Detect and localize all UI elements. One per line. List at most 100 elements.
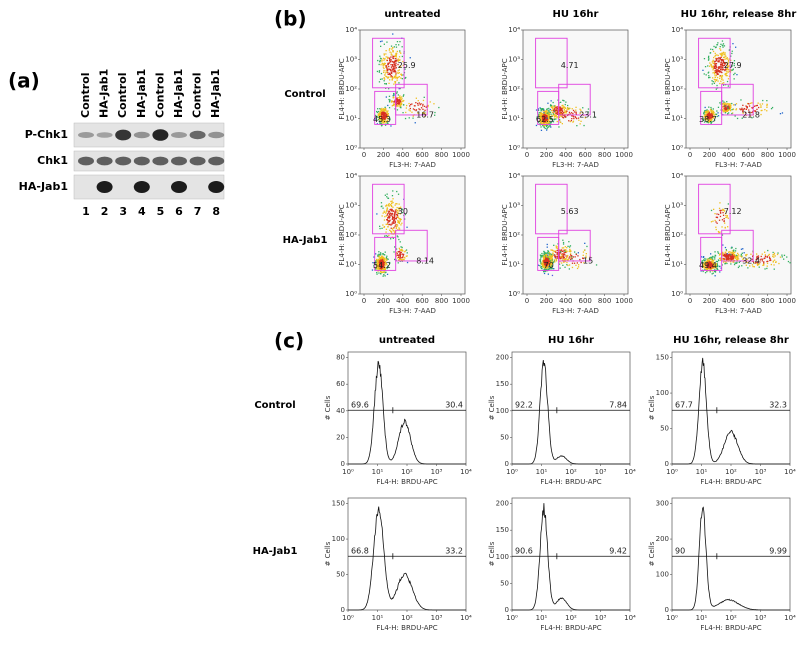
event-dot [548, 119, 550, 121]
event-dot [764, 251, 766, 253]
gate [698, 183, 731, 235]
event-dot [389, 79, 391, 81]
event-dot [551, 254, 553, 256]
event-dot [721, 253, 724, 256]
event-dot [392, 55, 394, 57]
event-dot [733, 78, 735, 80]
event-dot [551, 109, 553, 112]
event-dot [396, 76, 398, 79]
event-dot [732, 43, 734, 45]
event-dot [557, 108, 559, 110]
event-dot [560, 115, 562, 117]
event-dot [397, 63, 399, 66]
event-dot [398, 56, 401, 58]
event-dot [735, 262, 737, 264]
event-dot [556, 106, 558, 108]
event-dot [539, 114, 541, 116]
event-dot [714, 254, 716, 256]
event-dot [726, 254, 729, 256]
event-dot [402, 104, 405, 106]
event-dot [708, 267, 710, 269]
y-tick-label: 100 [496, 407, 509, 415]
event-dot [714, 251, 716, 253]
event-dot [708, 263, 710, 265]
event-dot [395, 52, 397, 55]
event-dot [711, 111, 713, 114]
event-dot [554, 110, 556, 112]
event-dot [557, 252, 559, 254]
event-dot [720, 49, 722, 51]
event-dot [766, 104, 768, 107]
event-dot [389, 118, 391, 120]
event-dot [711, 264, 713, 266]
event-dot [386, 264, 388, 266]
event-dot [786, 256, 788, 258]
x-tick-label: 10¹ [372, 468, 384, 476]
x-tick-label: 200 [540, 297, 553, 305]
event-dot [553, 268, 555, 270]
column-title: untreated [384, 9, 440, 20]
event-dot [393, 66, 395, 68]
event-dot [712, 255, 714, 258]
event-dot [712, 267, 714, 269]
event-dot [397, 105, 399, 107]
event-dot [383, 211, 385, 213]
event-dot [570, 112, 573, 114]
blot-band [78, 156, 94, 166]
event-dot [770, 108, 773, 110]
blot-band [208, 181, 225, 193]
event-dot [720, 60, 722, 62]
event-dot [714, 266, 717, 268]
event-dot [389, 74, 391, 76]
event-dot [559, 249, 561, 251]
marker-value: 92.2 [515, 401, 533, 410]
event-dot [710, 116, 713, 118]
event-dot [712, 50, 715, 53]
event-dot [717, 80, 719, 82]
event-dot [718, 67, 720, 69]
event-dot [719, 231, 721, 233]
event-dot [544, 265, 546, 267]
event-dot [740, 248, 743, 250]
event-dot [707, 113, 709, 115]
y-tick-label: 10⁰ [508, 144, 520, 152]
event-dot [390, 200, 392, 203]
event-dot [377, 59, 379, 62]
event-dot [752, 107, 754, 109]
event-dot [547, 126, 549, 129]
plot-frame [522, 175, 629, 295]
event-dot [545, 262, 547, 265]
event-dot [719, 46, 721, 48]
event-dot [380, 261, 382, 264]
event-dot [543, 250, 545, 253]
event-dot [725, 261, 727, 263]
event-dot [722, 109, 724, 112]
event-dot [398, 210, 400, 212]
event-dot [721, 59, 723, 61]
event-dot [713, 256, 715, 258]
event-dot [742, 112, 744, 114]
event-dot [721, 264, 723, 266]
event-dot [382, 260, 384, 262]
event-dot [379, 263, 381, 265]
event-dot [382, 115, 384, 117]
event-dot [562, 243, 565, 245]
event-dot [570, 258, 572, 260]
event-dot [552, 109, 554, 111]
event-dot [380, 116, 383, 118]
event-dot [380, 263, 382, 265]
event-dot [379, 109, 382, 111]
y-tick-label: 300 [656, 500, 669, 508]
event-dot [711, 83, 713, 85]
x-tick-label: 10⁰ [342, 468, 354, 476]
event-dot [540, 113, 543, 115]
blot-band [133, 181, 150, 193]
event-dot [399, 101, 401, 103]
event-dot [415, 97, 417, 99]
event-dot [715, 57, 717, 59]
event-dot [577, 266, 580, 268]
event-dot [394, 55, 396, 57]
event-dot [398, 222, 401, 224]
event-dot [376, 271, 378, 274]
event-dot [397, 236, 399, 238]
